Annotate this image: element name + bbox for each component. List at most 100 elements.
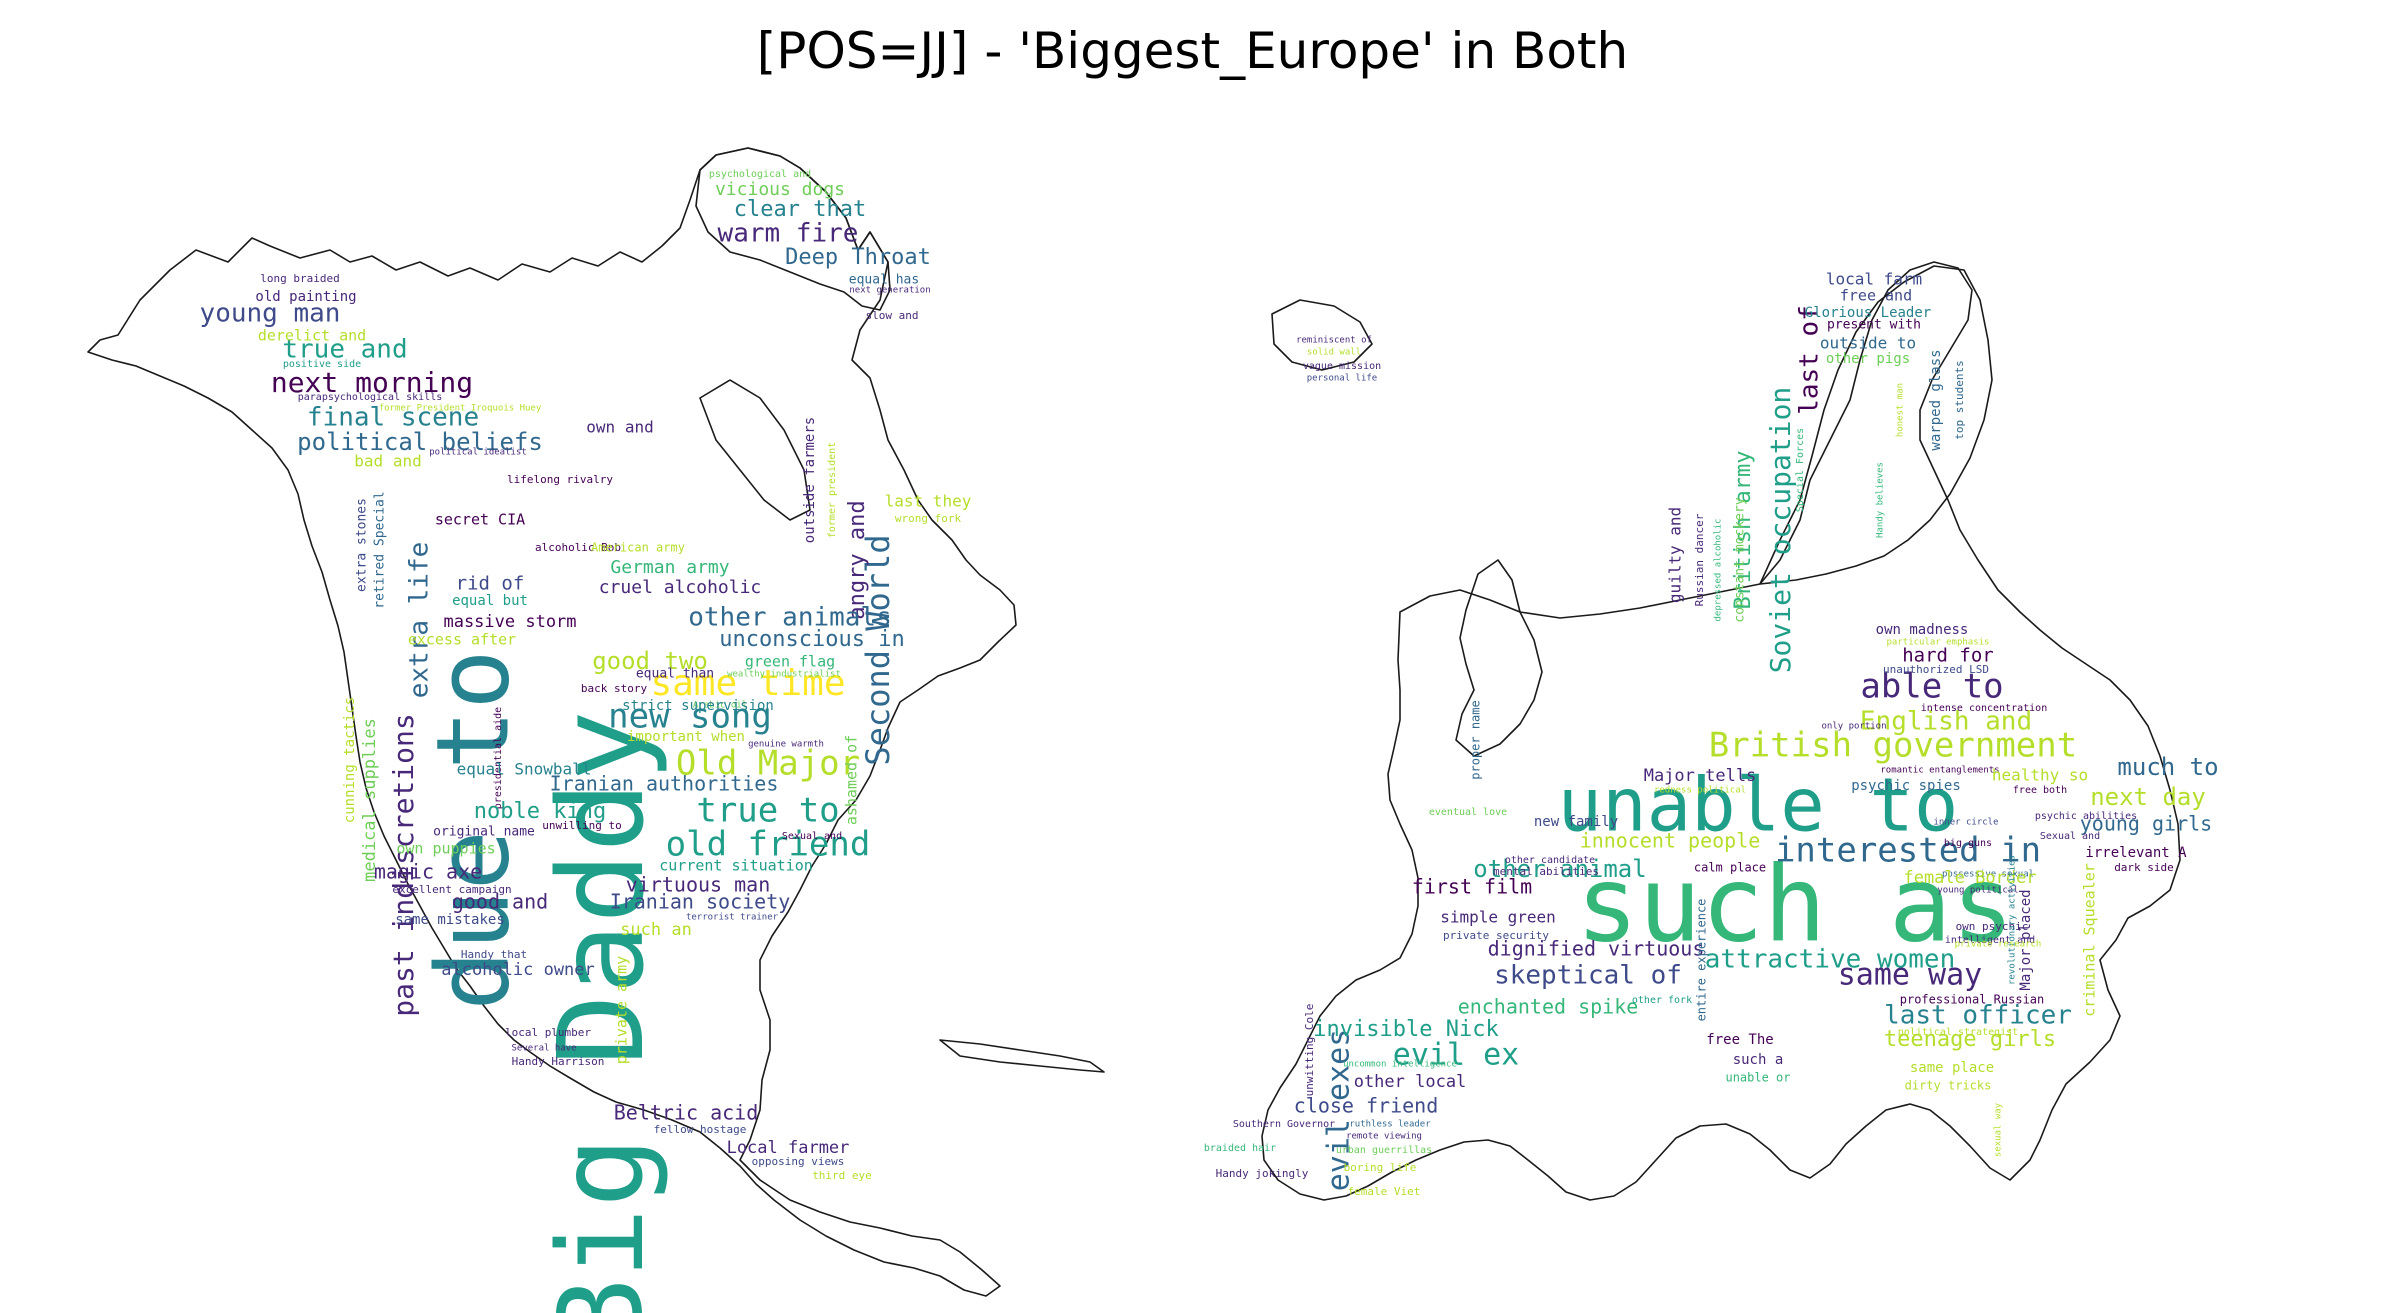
word-north-america: medical supplies (360, 718, 380, 882)
word-north-america: Handy Harrison (512, 1055, 605, 1068)
word-north-america: old painting (255, 289, 356, 305)
word-north-america: American army (591, 541, 685, 555)
word-europe: personal life (1307, 374, 1377, 384)
word-europe: entire experience (1695, 899, 1709, 1022)
word-europe: invisible Nick (1313, 1017, 1498, 1042)
word-europe: Major tells (1644, 766, 1757, 786)
word-europe: unable to (1558, 763, 1959, 849)
word-europe: intense concentration (1921, 703, 2047, 714)
word-europe: Special Forces (1795, 428, 1806, 512)
word-north-america: alcoholic owner (441, 960, 595, 980)
word-europe: ruthless leader (1349, 1120, 1431, 1130)
word-europe: redness political (1654, 786, 1746, 796)
word-north-america: strict supervision (622, 698, 774, 714)
word-north-america: equal but (452, 593, 528, 609)
word-north-america: back story (581, 682, 648, 695)
word-europe: dirty tricks (1905, 1079, 1992, 1093)
word-north-america: terrorist trainer (686, 913, 779, 923)
figure-title: [POS=JJ] - 'Biggest_Europe' in Both (756, 22, 1629, 80)
word-europe: particular emphasis (1887, 638, 1990, 648)
word-north-america: wealthy industrialist (727, 670, 841, 680)
north-america-outline (87, 147, 1017, 1297)
word-europe: Sexual and (2040, 831, 2100, 842)
word-north-america: political beliefs (297, 428, 543, 456)
word-europe: solid wall (1307, 348, 1361, 358)
word-europe: calm place (1694, 861, 1766, 875)
word-north-america: next morning (271, 366, 473, 399)
word-europe: only portion (1821, 722, 1886, 732)
word-north-america: extra stones (355, 498, 370, 592)
word-europe: romantic entanglements (1880, 766, 1999, 776)
word-north-america: rid of (456, 573, 525, 595)
word-north-america: true to (696, 791, 839, 831)
word-north-america: political idealist (429, 448, 527, 458)
word-europe: able to (1860, 667, 2003, 707)
word-europe: political strategist (1898, 1027, 2018, 1038)
word-north-america: clear that (734, 197, 866, 222)
word-north-america: genuine warmth (748, 740, 824, 750)
word-north-america: past indiscretions (387, 713, 420, 1016)
word-europe: local farm (1826, 270, 1922, 289)
word-north-america: Iranian authorities (550, 772, 779, 796)
word-europe: interested in (1775, 831, 2041, 871)
word-north-america: Iranian society (610, 890, 791, 914)
word-europe: present with (1827, 318, 1921, 333)
word-north-america: former President Iroquois Huey (379, 404, 542, 414)
word-north-america: excess after (408, 631, 516, 649)
word-europe: inner circle (1933, 818, 1998, 828)
word-europe: psychic spies (1851, 778, 1961, 794)
word-europe: urban guerrillas (1336, 1145, 1432, 1156)
word-europe: new family (1534, 814, 1618, 830)
word-europe: mental abilities (1493, 865, 1599, 878)
word-europe: reminiscent of (1296, 336, 1372, 346)
word-europe: free The (1706, 1032, 1773, 1048)
word-north-america: Arabic oil (693, 701, 747, 711)
iceland-outline (1271, 299, 1373, 371)
word-north-america: Big Daddy (532, 710, 670, 1313)
word-europe: other fork (1632, 995, 1692, 1006)
word-europe: intelligent and (1945, 935, 2035, 946)
word-europe: close friend (1294, 1094, 1439, 1118)
word-north-america: current situation (659, 857, 813, 875)
word-north-america: good and (452, 890, 548, 914)
word-europe: Handy believes (1876, 462, 1886, 538)
word-europe: top students (1953, 360, 1966, 439)
word-north-america: cruel alcoholic (599, 577, 762, 598)
word-europe: free and (1840, 287, 1912, 305)
europe-outline (1261, 261, 2181, 1201)
word-north-america: magic axe (374, 860, 482, 884)
word-europe: private research (1955, 940, 2042, 950)
greenland-outline (695, 147, 891, 311)
word-north-america: new song (608, 697, 772, 737)
word-north-america: last they (885, 492, 972, 511)
word-north-america: long braided (260, 272, 339, 285)
word-north-america: old friend (666, 825, 871, 865)
word-europe: Soviet occupation (1764, 387, 1797, 674)
word-north-america: other animals (688, 603, 892, 633)
word-north-america: angry and (845, 500, 870, 619)
word-europe: other animal (1473, 855, 1646, 883)
word-europe: Russian dancer (1693, 513, 1706, 606)
word-europe: hard for (1902, 645, 1994, 667)
word-europe: last officer (1884, 1001, 2072, 1031)
word-europe: private security (1443, 929, 1549, 942)
word-north-america: equal has (849, 273, 919, 288)
word-north-america: slow and (866, 309, 919, 322)
word-europe: free both (2013, 785, 2067, 796)
word-europe: depressed alcoholic (1714, 519, 1724, 622)
word-north-america: presidential aide (493, 707, 504, 809)
word-north-america: equal than (636, 667, 714, 682)
word-north-america: good two (592, 647, 708, 675)
word-europe: own psychic (1956, 920, 2029, 933)
baffin-island-outline (699, 379, 811, 521)
word-europe: own madness (1876, 622, 1969, 638)
word-north-america: true and (282, 335, 407, 365)
word-europe: guilty and (1666, 507, 1685, 603)
word-europe: next day (2090, 783, 2206, 811)
word-north-america: positive side (283, 359, 361, 370)
word-north-america: Old Major (676, 744, 860, 784)
word-europe: skeptical of (1494, 961, 1682, 991)
word-north-america: bad and (354, 452, 421, 471)
